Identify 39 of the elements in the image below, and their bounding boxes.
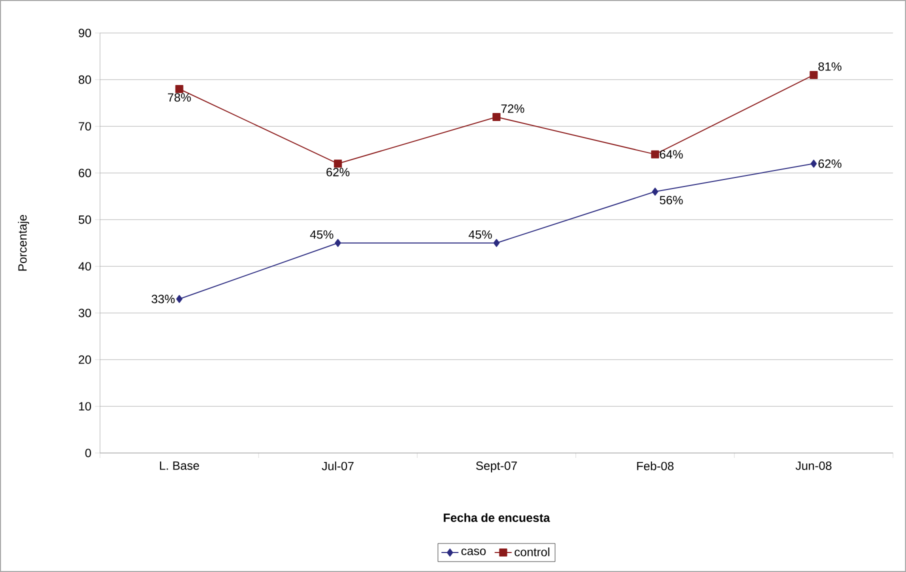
data-label: 62% — [818, 159, 842, 168]
point — [492, 112, 501, 121]
data-label: 64% — [660, 150, 683, 159]
y-tick-label: 90 — [78, 28, 92, 38]
point — [334, 238, 342, 247]
data-label: 72% — [501, 104, 524, 113]
x-tick-label: Jun-08 — [796, 462, 832, 470]
data-label: 78% — [168, 93, 191, 102]
point — [810, 70, 818, 79]
point — [810, 160, 817, 168]
point — [175, 84, 184, 93]
legend-label: caso — [461, 548, 486, 556]
point — [652, 188, 658, 196]
data-label: 56% — [660, 196, 683, 204]
point — [334, 160, 342, 168]
y-axis-title: Porcentaje — [18, 214, 30, 271]
data-label: 33% — [152, 294, 175, 304]
x-tick-label: L. Base — [160, 462, 200, 470]
legend-label: control — [514, 547, 550, 556]
point — [651, 150, 660, 158]
data-label: 45% — [468, 230, 492, 239]
x-tick-label: Jul-07 — [322, 462, 354, 470]
y-tick-label: 40 — [78, 262, 92, 271]
y-tick-label: 50 — [78, 215, 92, 224]
data-label: 45% — [310, 230, 334, 239]
x-axis-title: Fecha de encuesta — [444, 513, 550, 522]
y-tick-label: 10 — [79, 402, 92, 411]
y-tick-label: 80 — [78, 75, 92, 84]
y-tick-label: 20 — [78, 355, 92, 364]
y-tick-label: 30 — [78, 308, 92, 318]
point — [493, 238, 500, 247]
y-tick-label: 0 — [85, 448, 92, 458]
point — [176, 294, 182, 303]
data-label: 81% — [818, 62, 842, 71]
y-tick-label: 70 — [78, 122, 92, 131]
x-tick-label: Feb-08 — [637, 462, 674, 470]
data-label: 62% — [326, 168, 350, 176]
y-tick-label: 60 — [78, 168, 92, 178]
x-tick-label: Sept-07 — [476, 462, 517, 472]
